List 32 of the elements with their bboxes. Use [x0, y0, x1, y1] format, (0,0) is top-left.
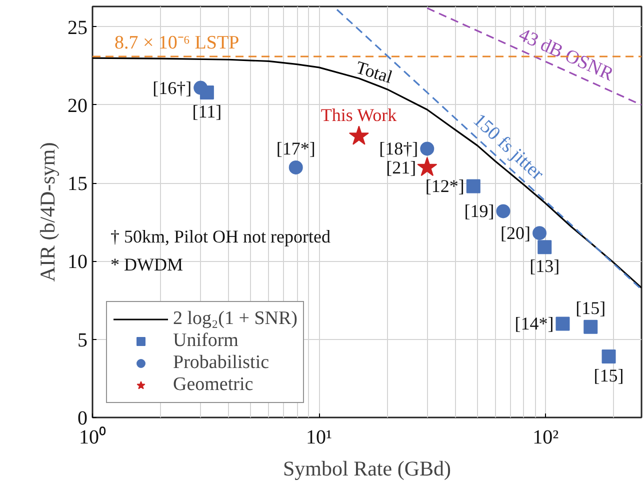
y-tick-label: 15 [68, 173, 88, 196]
annotation: [13] [530, 256, 560, 276]
annotation: [20] [500, 223, 531, 244]
legend-label: Probabilistic [173, 352, 270, 374]
x-axis-title: Symbol Rate (GBd) [283, 456, 452, 480]
annotation: [21] [386, 157, 416, 178]
ref-line-label: 8.7 × 10⁻⁶ LSTP [114, 32, 240, 54]
annotation: [16†] [152, 78, 192, 98]
y-tick-label: 10 [68, 251, 88, 274]
annotation: [14*] [514, 314, 554, 334]
annotation: † 50km, Pilot OH not reported [110, 226, 330, 246]
legend-label: 2 log₂(1 + SNR) [173, 308, 298, 330]
legend-label: Uniform [173, 330, 238, 352]
annotation: [19] [464, 201, 494, 222]
annotation: [15] [594, 366, 624, 386]
y-tick-label: 20 [68, 94, 88, 117]
x-tick-label: 10² [532, 426, 559, 448]
annotation: This Work [320, 105, 397, 126]
y-tick-label: 25 [68, 16, 88, 39]
x-tick-label: 10¹ [306, 426, 332, 448]
annotation: [15] [576, 298, 606, 318]
y-tick-label: 5 [78, 329, 88, 352]
annotation: * DWDM [110, 254, 183, 274]
annotation: [12*] [425, 176, 464, 196]
annotation: [11] [192, 101, 222, 122]
annotation: [18†] [379, 138, 418, 159]
annotation: [17*] [276, 138, 316, 158]
legend-label: Geometric [173, 374, 254, 396]
text: 150 fs jitter [468, 110, 548, 186]
annotation: Total [354, 57, 395, 88]
y-axis-title: AIR (b/4D-sym) [36, 142, 60, 282]
text: 43 dB OSNR [516, 24, 617, 86]
